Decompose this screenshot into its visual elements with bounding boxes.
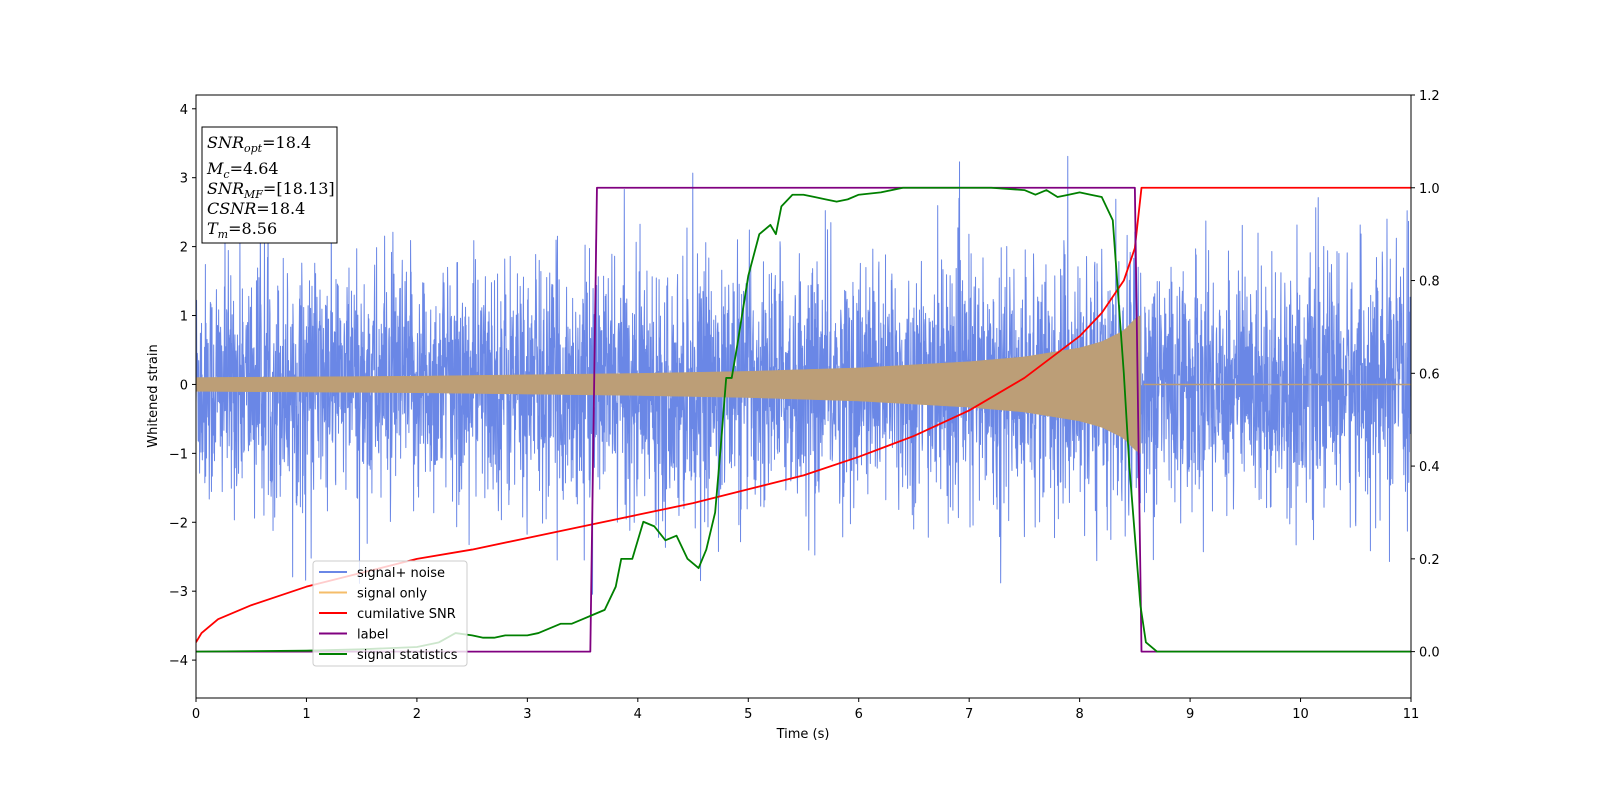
y2-tick-label: 1.2 [1419,89,1440,104]
x-tick-label: 10 [1292,707,1309,722]
x-tick-label: 0 [192,707,200,722]
legend-label: cumilative SNR [357,607,456,622]
x-tick-label: 8 [1075,707,1083,722]
series-signal-statistics-line [196,186,1411,653]
legend-label: label [357,628,388,643]
x-tick-label: 3 [523,707,531,722]
series-signal-noise-line [196,153,1411,595]
plot-frame [195,94,1412,699]
y-tick-label: −1 [169,447,188,462]
x-tick-label: 6 [855,707,863,722]
x-tick-label: 7 [965,707,973,722]
y2-tick-label: 0.2 [1419,553,1440,568]
y-axis-label: Whitened strain [146,344,161,447]
legend-frame [312,560,468,667]
y-tick-label: 2 [180,241,188,256]
info-box: SNRopt=18.4 Mc=4.64SNRMF=[18.13]CSNR=18.4… [201,126,338,244]
legend: signal+ noise signal only cumilative SNR la… [312,560,468,667]
y-tick-label: 3 [180,172,188,187]
y2-tick-label: 0.4 [1419,460,1440,475]
y-tick-label: −3 [169,585,188,600]
plot-area [196,153,1411,653]
y-tick-label: 4 [180,103,188,118]
axes-ticks: 0 1 2 3 4 5 6 7 8 9 10 11 −4 −3 −2 −1 0 1 2 3 4 0.0 0.2 0.4 0.6 0… [169,89,1440,722]
y2-tick-label: 0.6 [1419,367,1440,382]
info-line: SNRMF=[18.13] [207,179,335,201]
legend-label: signal+ noise [357,566,445,581]
y-tick-label: −2 [169,516,188,531]
x-tick-label: 9 [1186,707,1194,722]
x-tick-label: 11 [1403,707,1420,722]
legend-label: signal only [357,587,427,602]
y2-tick-label: 0.8 [1419,275,1440,290]
x-axis-label: Time (s) [776,727,830,742]
info-line: CSNR=18.4 [207,199,305,218]
x-tick-label: 2 [413,707,421,722]
series-signal-only-envelope [196,315,1141,454]
x-tick-label: 5 [744,707,752,722]
y-tick-label: −4 [169,654,188,669]
legend-label: signal statistics [357,648,458,663]
info-line: SNRopt=18.4 [207,133,311,155]
series-cumulative-snr-line [196,186,1411,643]
x-tick-label: 1 [302,707,310,722]
info-line: Tm=8.56 [207,219,277,241]
y-tick-label: 1 [180,310,188,325]
info-box-frame [201,126,338,244]
info-line: Mc=4.64 [206,159,279,181]
y2-tick-label: 1.0 [1419,182,1440,197]
y-tick-label: 0 [180,378,188,393]
x-tick-label: 4 [634,707,642,722]
y2-tick-label: 0.0 [1419,646,1440,661]
